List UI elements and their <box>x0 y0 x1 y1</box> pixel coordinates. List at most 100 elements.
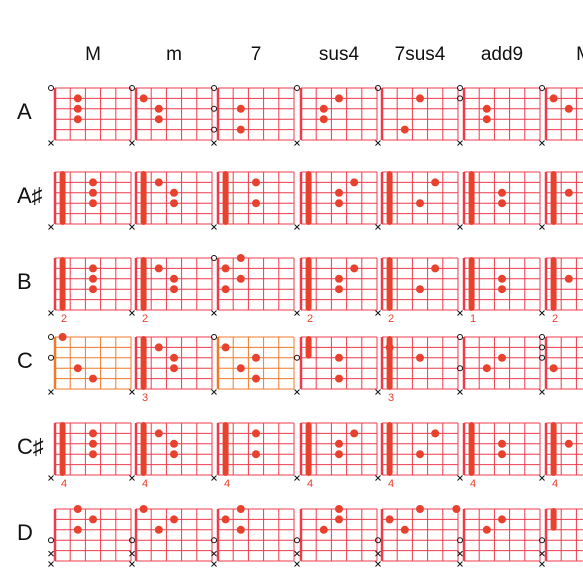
chord-diagram: 2 <box>539 257 583 325</box>
string-markers <box>539 537 545 567</box>
string-markers <box>539 224 545 230</box>
string-markers <box>457 310 463 316</box>
muted-string-marker <box>48 310 54 316</box>
string-markers <box>457 537 463 567</box>
open-string-marker <box>294 85 300 91</box>
chord-diagram <box>48 505 134 567</box>
chord-diagram <box>48 333 134 395</box>
muted-string-marker <box>211 310 217 316</box>
barre-mark <box>550 422 557 476</box>
finger-dot <box>319 525 328 534</box>
finger-dot <box>400 525 409 534</box>
finger-dot <box>139 94 148 103</box>
finger-dot <box>73 505 82 513</box>
chord-type-header: M <box>85 44 101 65</box>
finger-dot <box>452 505 461 513</box>
fret-number: 4 <box>224 478 231 490</box>
finger-dot <box>549 364 558 373</box>
barre-mark <box>550 171 557 225</box>
chord-diagram <box>48 85 134 146</box>
open-string-marker <box>457 365 463 372</box>
chord-grid <box>380 505 459 562</box>
finger-dot <box>73 364 82 373</box>
finger-dot <box>170 364 178 373</box>
open-string-marker <box>129 537 135 544</box>
chord-grid <box>53 171 132 225</box>
chord-type-header: 7 <box>250 44 262 65</box>
chord-grid <box>216 505 295 562</box>
chord-type-header: M <box>549 44 583 66</box>
string-markers <box>211 255 217 316</box>
barre-mark <box>222 422 229 476</box>
finger-dot <box>252 374 260 383</box>
string-markers <box>48 85 54 146</box>
chord-diagram: 3 <box>129 336 215 404</box>
root-note-label: C♯ <box>17 434 44 459</box>
root-note-label: D <box>17 520 33 545</box>
chord-diagram: 4 <box>294 422 380 490</box>
chord-grid <box>462 422 541 476</box>
chord-grid <box>299 422 378 476</box>
open-string-marker <box>539 537 545 544</box>
finger-dot <box>335 439 343 448</box>
string-markers <box>294 354 300 395</box>
barre-mark <box>386 422 393 476</box>
chord-diagram: 2 <box>129 257 215 325</box>
fret-number: 3 <box>142 392 149 404</box>
finger-dot <box>154 264 163 273</box>
open-string-marker <box>211 85 217 91</box>
chord-diagram: 4 <box>375 422 461 490</box>
chord-diagram: 2 <box>294 257 380 325</box>
finger-dot <box>252 429 260 438</box>
fret-number: 4 <box>388 478 395 490</box>
chord-grid <box>216 87 295 141</box>
finger-dot <box>416 505 424 513</box>
finger-dot <box>154 104 163 113</box>
muted-string-marker <box>294 550 300 557</box>
chord-grid <box>53 87 132 141</box>
muted-string-marker <box>539 224 545 230</box>
muted-string-marker <box>375 475 381 481</box>
chord-diagram <box>539 334 583 395</box>
finger-dot <box>431 178 440 187</box>
finger-dot <box>482 525 491 534</box>
finger-dot <box>89 429 97 438</box>
chord-grid <box>299 336 378 390</box>
root-note-label: B <box>17 269 32 294</box>
chord-grid <box>462 87 541 141</box>
finger-dot <box>170 188 178 197</box>
open-string-marker <box>211 334 217 340</box>
open-string-marker <box>211 126 217 133</box>
finger-dot <box>252 178 260 187</box>
chord-grid <box>462 171 541 225</box>
finger-dot <box>236 364 245 373</box>
chord-grid <box>134 257 213 311</box>
finger-dot <box>335 515 343 524</box>
string-markers <box>375 389 381 395</box>
fret-number: 4 <box>307 478 314 490</box>
open-string-marker <box>129 85 135 91</box>
muted-string-marker <box>48 140 54 146</box>
open-string-marker <box>294 537 300 544</box>
chord-grid <box>216 171 295 225</box>
finger-dot <box>416 450 424 459</box>
chord-diagram <box>129 505 215 567</box>
finger-dot <box>170 274 178 283</box>
chord-type-header: 7sus4 <box>394 44 446 65</box>
string-markers <box>375 224 381 230</box>
string-markers <box>294 537 300 567</box>
finger-dot <box>89 264 97 273</box>
barre-mark <box>222 171 229 225</box>
string-markers <box>211 85 217 146</box>
muted-string-marker <box>375 310 381 316</box>
finger-dot <box>236 525 245 534</box>
finger-dot <box>350 264 359 273</box>
muted-string-marker <box>48 550 54 557</box>
chord-diagram <box>375 85 461 146</box>
finger-dot <box>482 115 491 124</box>
chord-diagram <box>294 505 380 567</box>
finger-dot <box>89 274 97 283</box>
chord-diagram: 2 <box>48 257 134 325</box>
finger-dot <box>58 333 67 341</box>
